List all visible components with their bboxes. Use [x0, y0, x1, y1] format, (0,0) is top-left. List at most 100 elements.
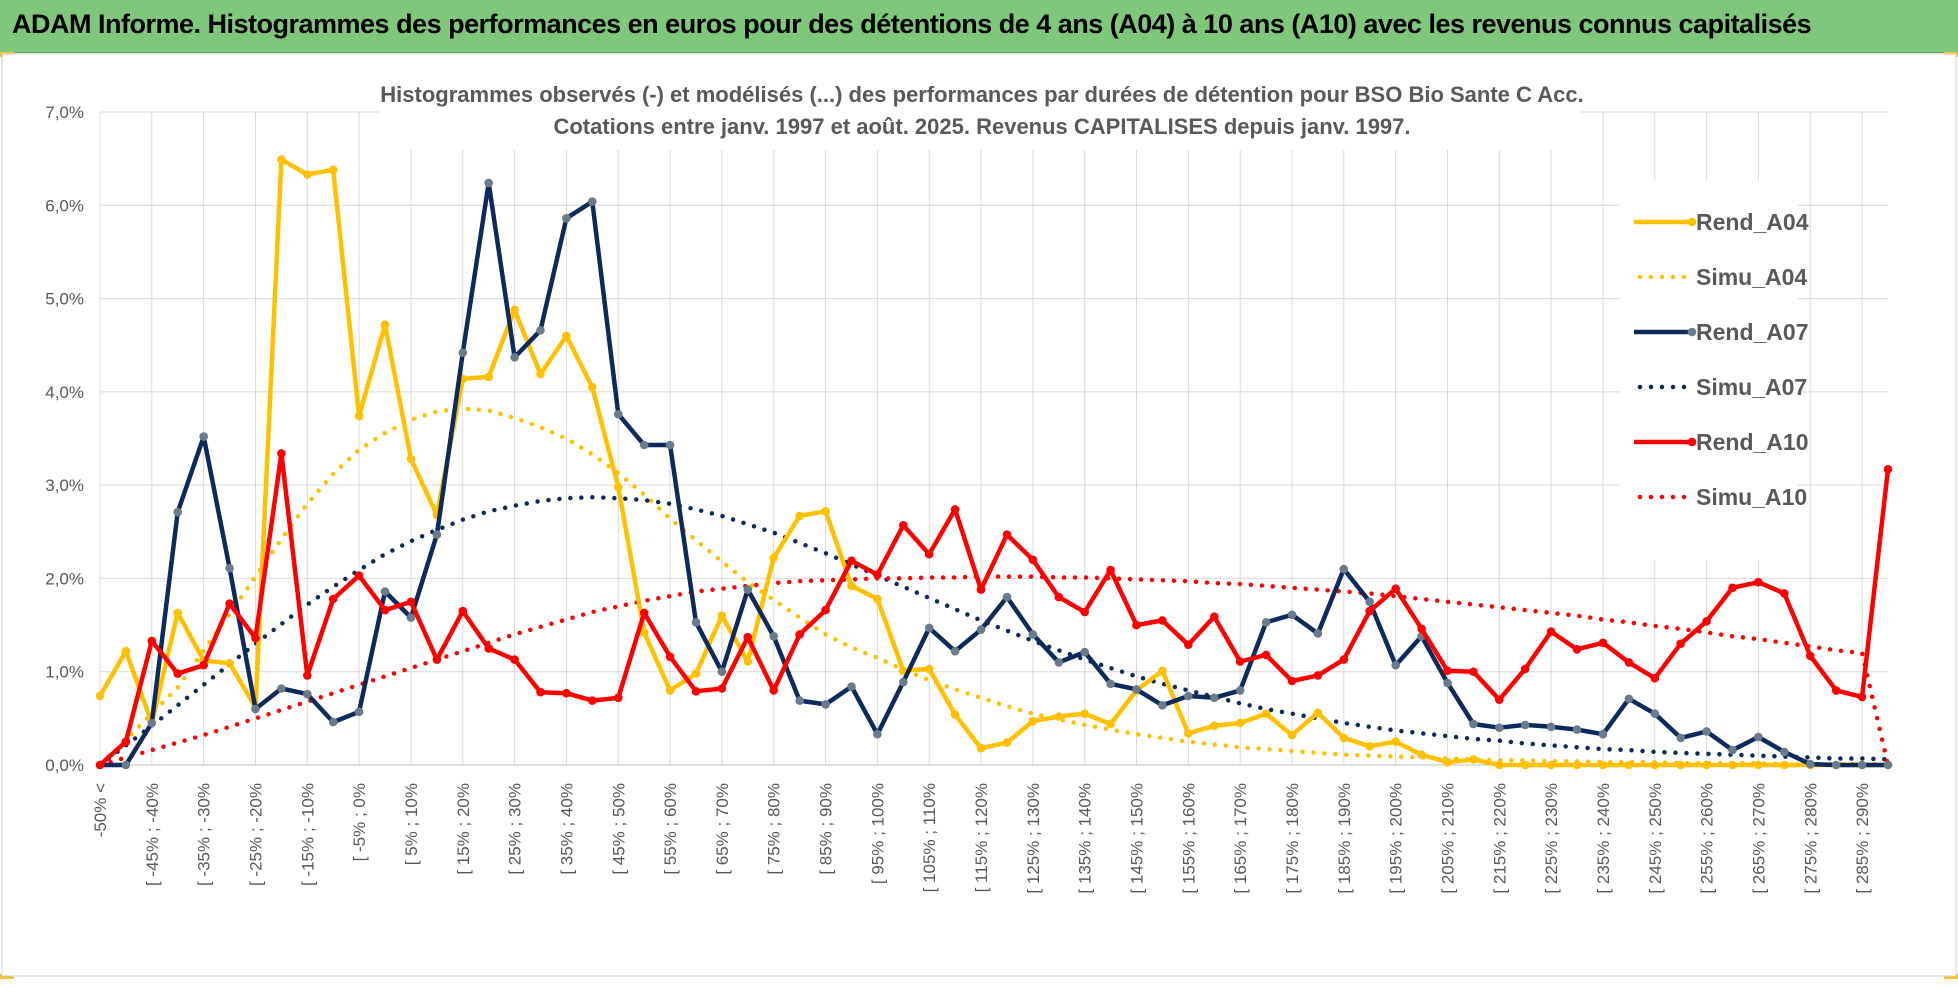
data-point-rend-a10 — [148, 637, 157, 646]
data-point-rend-a07 — [148, 719, 157, 728]
data-point-rend-a04 — [718, 611, 727, 620]
data-point-rend-a07 — [666, 441, 675, 450]
data-point-rend-a10 — [666, 653, 675, 662]
data-point-rend-a04 — [329, 166, 338, 175]
data-point-rend-a10 — [821, 606, 830, 615]
x-tick-label: [ 235% ; 240% — [1594, 783, 1613, 894]
y-tick-label: 0,0% — [45, 756, 84, 775]
data-point-rend-a04 — [951, 710, 960, 719]
legend-label-rend-a04: Rend_A04 — [1696, 209, 1809, 235]
data-point-rend-a07 — [562, 214, 571, 223]
data-point-rend-a10 — [925, 550, 934, 559]
data-point-rend-a10 — [173, 669, 182, 678]
data-point-rend-a07 — [1651, 709, 1660, 718]
data-point-rend-a04 — [1547, 761, 1556, 770]
data-point-rend-a07 — [1080, 648, 1089, 657]
data-point-rend-a10 — [692, 687, 701, 696]
data-point-rend-a10 — [1340, 655, 1349, 664]
data-point-rend-a10 — [277, 449, 286, 458]
data-point-rend-a07 — [1210, 694, 1219, 703]
data-point-rend-a10 — [96, 761, 105, 770]
data-point-rend-a07 — [1106, 680, 1115, 689]
data-point-rend-a04 — [1340, 734, 1349, 743]
data-point-rend-a10 — [1858, 693, 1867, 702]
data-point-rend-a04 — [1210, 722, 1219, 731]
x-tick-label: [ 285% ; 290% — [1853, 783, 1872, 894]
data-point-rend-a10 — [640, 609, 649, 618]
data-point-rend-a10 — [614, 694, 623, 703]
data-point-rend-a10 — [381, 606, 390, 615]
data-point-rend-a04 — [407, 455, 416, 464]
data-point-rend-a04 — [1158, 667, 1167, 676]
data-point-rend-a10 — [510, 655, 519, 664]
data-point-rend-a04 — [588, 383, 597, 392]
legend-label-simu-a07: Simu_A07 — [1696, 374, 1807, 400]
x-tick-label: [ 175% ; 180% — [1283, 783, 1302, 894]
data-point-rend-a07 — [873, 730, 882, 739]
data-point-rend-a04 — [977, 744, 986, 753]
data-point-rend-a10 — [407, 598, 416, 607]
legend-label-simu-a10: Simu_A10 — [1696, 484, 1807, 510]
data-point-rend-a04 — [225, 659, 234, 668]
data-point-rend-a04 — [1676, 761, 1685, 770]
data-point-rend-a07 — [355, 708, 364, 717]
data-point-rend-a10 — [225, 599, 234, 608]
data-point-rend-a07 — [277, 684, 286, 693]
y-tick-label: 6,0% — [45, 196, 84, 215]
data-point-rend-a07 — [1055, 658, 1064, 667]
data-point-rend-a07 — [173, 508, 182, 517]
x-tick-label: [ 75% ; 80% — [765, 783, 784, 875]
data-point-rend-a07 — [1676, 734, 1685, 743]
data-point-rend-a10 — [1003, 530, 1012, 539]
data-point-rend-a07 — [951, 647, 960, 656]
data-point-rend-a10 — [1754, 578, 1763, 587]
data-point-rend-a07 — [303, 690, 312, 699]
data-point-rend-a07 — [1443, 679, 1452, 688]
x-tick-label: [ -25% ; -20% — [246, 783, 265, 886]
x-tick-label: [ 5% ; 10% — [402, 783, 421, 865]
data-point-rend-a04 — [510, 306, 519, 315]
x-tick-label: [ 275% ; 280% — [1801, 783, 1820, 894]
x-tick-label: [ -15% ; -10% — [298, 783, 317, 886]
data-point-rend-a07 — [1391, 661, 1400, 670]
data-point-rend-a07 — [769, 632, 778, 641]
x-tick-label: [ 215% ; 220% — [1490, 783, 1509, 894]
data-point-rend-a04 — [1055, 712, 1064, 721]
data-point-rend-a07 — [847, 682, 856, 691]
data-point-rend-a10 — [899, 521, 908, 530]
data-point-rend-a10 — [1132, 621, 1141, 630]
data-point-rend-a07 — [1365, 598, 1374, 607]
data-point-rend-a07 — [1547, 723, 1556, 732]
legend-label-rend-a07: Rend_A07 — [1696, 319, 1808, 345]
x-tick-label: [ 225% ; 230% — [1542, 783, 1561, 894]
data-point-rend-a07 — [1599, 730, 1608, 739]
data-point-rend-a04 — [1469, 755, 1478, 764]
data-point-rend-a10 — [795, 630, 804, 639]
x-tick-label: [ 255% ; 260% — [1698, 783, 1717, 894]
data-point-rend-a07 — [744, 585, 753, 594]
chart-area: 0,0%1,0%2,0%3,0%4,0%5,0%6,0%7,0% -50% <[… — [0, 52, 1958, 983]
legend: Rend_A04Simu_A04Rend_A07Simu_A07Rend_A10… — [1620, 180, 1809, 560]
x-tick-label: [ 155% ; 160% — [1179, 783, 1198, 894]
data-point-rend-a04 — [1573, 761, 1582, 770]
data-point-rend-a10 — [303, 671, 312, 680]
data-point-rend-a07 — [459, 348, 468, 357]
data-point-rend-a10 — [1780, 589, 1789, 598]
data-point-rend-a07 — [1858, 761, 1867, 770]
data-point-rend-a10 — [484, 644, 493, 653]
data-point-rend-a04 — [1417, 750, 1426, 759]
data-point-rend-a04 — [277, 155, 286, 164]
data-point-rend-a10 — [1417, 625, 1426, 634]
x-tick-label: [ 15% ; 20% — [454, 783, 473, 875]
data-point-rend-a07 — [1236, 686, 1245, 695]
data-point-rend-a10 — [199, 661, 208, 670]
data-point-rend-a10 — [251, 634, 260, 643]
data-point-rend-a10 — [873, 570, 882, 579]
data-point-rend-a10 — [1676, 639, 1685, 648]
data-point-rend-a07 — [614, 410, 623, 419]
data-point-rend-a04 — [1029, 717, 1038, 726]
data-point-rend-a04 — [1495, 761, 1504, 770]
data-point-rend-a07 — [795, 696, 804, 705]
data-point-rend-a10 — [588, 696, 597, 705]
data-point-rend-a07 — [1158, 701, 1167, 710]
